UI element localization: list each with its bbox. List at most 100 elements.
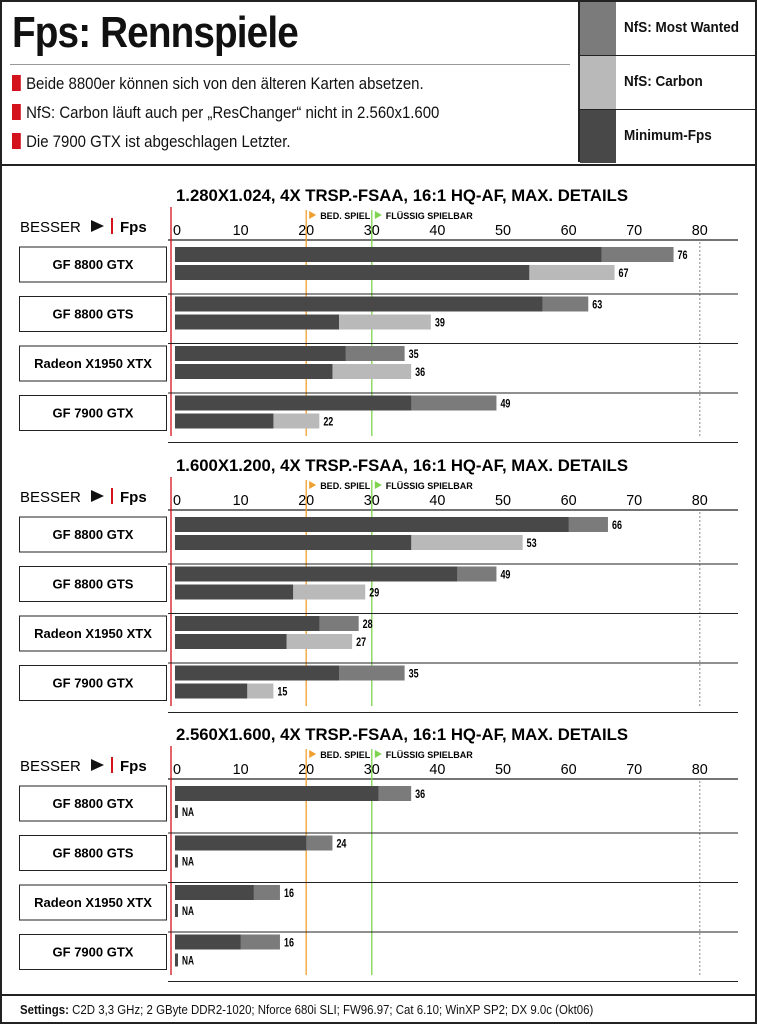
bar-minimum-fps: [175, 566, 458, 582]
category-box: [19, 296, 167, 332]
marker-arrow: [374, 211, 382, 219]
category-label: Radeon X1950 XTX: [34, 895, 152, 910]
legend-item-minimum: Minimum-Fps: [580, 110, 757, 163]
legend-item-most-wanted: NfS: Most Wanted: [580, 2, 757, 56]
category-box: [19, 345, 167, 382]
data-label: 36: [415, 365, 425, 379]
axis-red-tick: [111, 218, 113, 234]
tick-label: 70: [626, 761, 642, 778]
category-label: GF 8800 GTX: [53, 257, 134, 272]
bar-na-stub: [175, 805, 178, 818]
category-label: Radeon X1950 XTX: [34, 626, 152, 641]
bar-minimum-fps: [175, 247, 602, 262]
data-label: 66: [612, 518, 622, 532]
settings-text: Settings: C2D 3,3 GHz; 2 GByte DDR2-1020…: [20, 1002, 593, 1017]
category-label: GF 8800 GTX: [53, 796, 134, 811]
legend-label: NfS: Most Wanted: [624, 19, 739, 36]
bullet-marker: [12, 133, 21, 149]
tick-label: 0: [173, 761, 181, 778]
besser-arrow-icon: [91, 220, 104, 232]
bar-minimum-fps: [175, 634, 287, 649]
marker-label: FLÜSSIG SPIELBAR: [386, 481, 474, 491]
footer: Settings: C2D 3,3 GHz; 2 GByte DDR2-1020…: [2, 994, 755, 1024]
marker-label: BED. SPIEL: [320, 211, 371, 221]
tick-label: 40: [429, 761, 445, 778]
bar-minimum-fps: [175, 885, 254, 900]
chart-1: 1.280X1.024, 4X TRSP.-FSAA, 16:1 HQ-AF, …: [19, 186, 738, 443]
tick-label: 70: [626, 222, 642, 239]
category-label: GF 8800 GTX: [53, 527, 134, 542]
settings-value: C2D 3,3 GHz; 2 GByte DDR2-1020; Nforce 6…: [72, 1002, 594, 1017]
data-label: 36: [415, 787, 425, 801]
data-label: 16: [284, 886, 294, 900]
data-label: NA: [182, 954, 194, 968]
tick-label: 40: [429, 492, 445, 509]
marker-label: FLÜSSIG SPIELBAR: [386, 211, 474, 221]
bar-minimum-fps: [175, 535, 412, 550]
data-label: 27: [356, 635, 366, 649]
axis-red-tick: [111, 488, 113, 504]
tick-label: 10: [233, 761, 249, 778]
category-label: GF 8800 GTS: [53, 577, 134, 592]
data-label: 49: [500, 568, 510, 582]
tick-label: 80: [692, 761, 708, 778]
chart-title: 1.280X1.024, 4X TRSP.-FSAA, 16:1 HQ-AF, …: [176, 186, 628, 205]
bar-minimum-fps: [175, 413, 274, 429]
tick-label: 40: [429, 222, 445, 239]
category-box: [19, 934, 167, 970]
legend-item-carbon: NfS: Carbon: [580, 56, 757, 110]
besser-arrow-icon: [91, 759, 104, 771]
category-box: [19, 785, 167, 822]
bar-minimum-fps: [175, 584, 294, 600]
data-label: 24: [336, 837, 346, 851]
bar-minimum-fps: [175, 616, 320, 631]
category-label: GF 8800 GTS: [53, 307, 134, 322]
data-label: 35: [409, 667, 419, 681]
bar-na-stub: [175, 904, 178, 917]
bullet-text: Beide 8800er können sich von den älteren…: [26, 74, 424, 93]
legend-swatch: [580, 110, 616, 163]
category-box: [19, 615, 167, 652]
data-label: 76: [678, 248, 688, 262]
data-label: 35: [409, 347, 419, 361]
data-label: 22: [323, 415, 333, 429]
category-box: [19, 246, 167, 283]
legend-label: Minimum-Fps: [624, 127, 712, 144]
category-box: [19, 884, 167, 921]
tick-label: 50: [495, 761, 511, 778]
category-box: [19, 835, 167, 871]
data-label: 67: [619, 266, 629, 280]
bullet-3: Die 7900 GTX ist abgeschlagen Letzter.: [12, 132, 291, 152]
category-label: GF 8800 GTS: [53, 846, 134, 861]
category-box: [19, 566, 167, 602]
tick-label: 50: [495, 492, 511, 509]
data-label: NA: [182, 855, 194, 869]
tick-label: 0: [173, 492, 181, 509]
axis-prefix-label: BESSER: [20, 489, 81, 506]
marker-arrow: [309, 750, 317, 758]
axis-unit-label: Fps: [120, 758, 147, 775]
data-label: 15: [277, 685, 287, 699]
chart-title: 1.600X1.200, 4X TRSP.-FSAA, 16:1 HQ-AF, …: [176, 456, 628, 475]
marker-label: BED. SPIEL: [320, 481, 371, 491]
data-label: NA: [182, 805, 194, 819]
bar-na-stub: [175, 854, 178, 868]
axis-unit-label: Fps: [120, 219, 147, 236]
data-label: 63: [592, 298, 602, 312]
bar-minimum-fps: [175, 665, 339, 681]
marker-arrow: [309, 211, 317, 219]
data-label: NA: [182, 904, 194, 918]
header: Fps: Rennspiele Beide 8800er können sich…: [2, 2, 757, 166]
legend: NfS: Most Wanted NfS: Carbon Minimum-Fps: [578, 2, 757, 163]
category-label: GF 7900 GTX: [53, 406, 134, 421]
page-title: Fps: Rennspiele: [12, 8, 299, 57]
chart-2: 1.600X1.200, 4X TRSP.-FSAA, 16:1 HQ-AF, …: [19, 456, 738, 713]
tick-label: 10: [233, 222, 249, 239]
marker-label: FLÜSSIG SPIELBAR: [386, 750, 474, 760]
data-label: 53: [527, 536, 537, 550]
bullet-marker: [12, 104, 21, 120]
category-box: [19, 395, 167, 431]
bar-minimum-fps: [175, 683, 248, 699]
axis-red-tick: [111, 757, 113, 773]
data-label: 16: [284, 936, 294, 950]
